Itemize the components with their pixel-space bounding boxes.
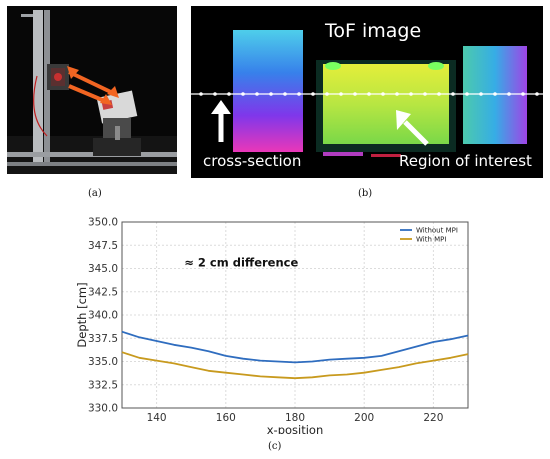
cross-section-dot [451, 92, 455, 96]
y-tick-label: 347.5 [88, 240, 118, 252]
cross-section-dot [423, 92, 427, 96]
x-tick-label: 220 [423, 412, 443, 424]
y-axis-title: Depth [cm] [75, 282, 89, 347]
y-tick-label: 332.5 [88, 379, 118, 391]
x-tick-label: 140 [147, 412, 167, 424]
cross-section-dot [507, 92, 511, 96]
cross-section-dot [535, 92, 539, 96]
legend-label: With MPI [416, 236, 446, 244]
cross-section-dot [227, 92, 231, 96]
y-tick-label: 335.0 [88, 356, 118, 368]
y-tick-label: 337.5 [88, 333, 118, 345]
x-tick-label: 200 [354, 412, 374, 424]
difference-annotation: ≈ 2 cm difference [184, 256, 298, 270]
cross-section-dot [353, 92, 357, 96]
cross-section-dot [395, 92, 399, 96]
tof-image: ToF image cross-section Region of intere… [191, 6, 543, 178]
region-of-interest-label: Region of interest [399, 152, 532, 170]
setup-photo [7, 6, 177, 174]
cross-section-dot [325, 92, 329, 96]
cross-section-dot [521, 92, 525, 96]
cross-section-dot [339, 92, 343, 96]
tof-title: ToF image [325, 20, 422, 42]
cross-section-dot [311, 92, 315, 96]
caption-a: (a) [88, 188, 102, 199]
x-axis-title: x-position [267, 423, 324, 434]
x-tick-label: 180 [285, 412, 305, 424]
cross-section-dot [255, 92, 259, 96]
y-tick-label: 350.0 [88, 217, 118, 229]
y-tick-label: 342.5 [88, 286, 118, 298]
caption-b: (b) [358, 188, 373, 199]
cross-section-label: cross-section [203, 152, 302, 170]
cross-section-dot [479, 92, 483, 96]
series-line-without-mpi [121, 330, 469, 364]
y-tick-label: 345.0 [88, 263, 118, 275]
legend-label: Without MPI [416, 227, 458, 235]
cross-section-dot [269, 92, 273, 96]
cross-section-dot [241, 92, 245, 96]
cross-section-line [199, 92, 539, 96]
x-tick-label: 160 [216, 412, 236, 424]
series-line-with-mpi [121, 351, 469, 380]
cross-section-dot [381, 92, 385, 96]
cross-section-dot [437, 92, 441, 96]
cross-section-dot [493, 92, 497, 96]
y-tick-label: 340.0 [88, 310, 118, 322]
cross-section-dot [213, 92, 217, 96]
cross-section-dot [465, 92, 469, 96]
caption-c: (c) [268, 441, 282, 452]
depth-chart: 330.0 332.5 335.0 337.5 340.0 342.5 345.0 347.5… [75, 217, 469, 434]
cross-section-dot [297, 92, 301, 96]
plot-frame [121, 221, 469, 409]
cross-section-dot [199, 92, 203, 96]
y-tick-label: 330.0 [88, 403, 118, 415]
cross-section-dot [283, 92, 287, 96]
cross-section-dot [367, 92, 371, 96]
cross-section-dot [409, 92, 413, 96]
